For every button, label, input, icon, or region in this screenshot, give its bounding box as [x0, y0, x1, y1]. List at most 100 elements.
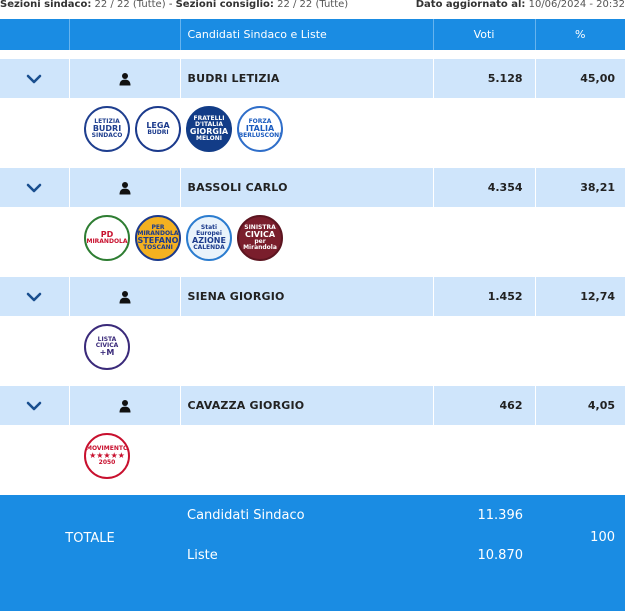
expand-toggle[interactable]	[0, 59, 70, 98]
user-icon	[118, 399, 132, 412]
candidate-icon-cell	[69, 168, 181, 207]
total-label: TOTALE	[0, 495, 180, 611]
header-expand	[0, 19, 70, 50]
header-votes: Voti	[433, 19, 536, 50]
logo-line: GIORGIA	[189, 126, 229, 136]
logo-line: SINISTRA	[244, 223, 276, 231]
party-logos: LISTA CIVICA +M	[0, 323, 625, 370]
candidate-votes: 4.354	[433, 168, 536, 207]
chevron-down-icon[interactable]	[26, 181, 42, 194]
total-sindaco-votes: 11.396	[477, 508, 524, 523]
total-liste-votes: 10.870	[477, 548, 524, 563]
candidate-icon-cell	[69, 386, 181, 425]
logo-line: 2050	[98, 458, 116, 466]
updated-value: 10/06/2024 - 20:32	[528, 0, 625, 10]
sezioni-consiglio-label: Sezioni consiglio:	[175, 0, 274, 10]
logo-line: FRATELLI D'ITALIA	[193, 114, 225, 128]
lists-row: PD MIRANDOLA PER MIRANDOLA STEFANO TOSCANI St…	[0, 207, 625, 268]
logo-line: LETIZIA	[94, 117, 120, 125]
logo-line: MELONI	[195, 134, 223, 142]
party-logo[interactable]: FRATELLI D'ITALIA GIORGIA MELONI	[186, 105, 232, 152]
total-sindaco-label: Candidati Sindaco	[187, 508, 305, 523]
expand-toggle[interactable]	[0, 168, 70, 207]
header-icon	[69, 19, 181, 50]
logo-line: STEFANO	[137, 235, 179, 245]
candidate-name: CAVAZZA GIORGIO	[180, 386, 434, 425]
logo-line: BUDRI	[92, 123, 122, 133]
candidate-percent: 38,21	[535, 168, 625, 207]
logo-line: TOSCANI	[143, 243, 173, 251]
logo-line: ITALIA	[245, 123, 275, 133]
logo-line: AZIONE	[192, 235, 226, 245]
lists-row: LETIZIA BUDRI SINDACO LEGA BUDRI FRATELLI D'I…	[0, 98, 625, 159]
candidate-name: BASSOLI CARLO	[180, 168, 434, 207]
total-labels: Candidati Sindaco Liste	[180, 495, 433, 611]
party-logo[interactable]: LETIZIA BUDRI SINDACO	[84, 105, 130, 152]
logo-line: BUDRI	[147, 128, 169, 136]
updated-label: Dato aggiornato al:	[415, 0, 526, 10]
logo-line: ★★★★★	[89, 450, 125, 460]
sezioni-sindaco-value: 22 / 22 (Tutte)	[94, 0, 166, 10]
logo-line: +M	[99, 347, 115, 357]
candidate-votes: 5.128	[433, 59, 536, 98]
user-icon	[118, 72, 132, 85]
candidate-row[interactable]: BUDRI LETIZIA 5.128 45,00	[0, 59, 625, 98]
party-logos: MOVIMENTO ★★★★★ 2050	[0, 432, 625, 479]
logo-line: FORZA	[248, 117, 272, 125]
logo-line: Stati Europei	[196, 223, 222, 237]
party-logo[interactable]: SINISTRA CIVICA per Mirandola	[237, 214, 283, 261]
header-candidates: Candidati Sindaco e Liste	[180, 19, 434, 50]
logo-line: LEGA	[146, 120, 170, 130]
party-logos: PD MIRANDOLA PER MIRANDOLA STEFANO TOSCANI St…	[0, 214, 625, 261]
chevron-down-icon[interactable]	[26, 290, 42, 303]
results-table: Candidati Sindaco e Liste Voti % BUDRI L…	[0, 19, 625, 611]
party-logo[interactable]: PD MIRANDOLA	[84, 214, 130, 261]
party-logos: LETIZIA BUDRI SINDACO LEGA BUDRI FRATELLI D'I…	[0, 105, 625, 152]
candidate-votes: 462	[433, 386, 536, 425]
candidate-percent: 12,74	[535, 277, 625, 316]
logo-line: PD	[100, 229, 114, 239]
party-logo[interactable]: LISTA CIVICA +M	[84, 323, 130, 370]
lists-row: MOVIMENTO ★★★★★ 2050	[0, 425, 625, 486]
expand-toggle[interactable]	[0, 386, 70, 425]
party-logo[interactable]: PER MIRANDOLA STEFANO TOSCANI	[135, 214, 181, 261]
updated-info: Dato aggiornato al: 10/06/2024 - 20:32	[416, 0, 625, 11]
candidate-percent: 45,00	[535, 59, 625, 98]
party-logo[interactable]: Stati Europei AZIONE CALENDA	[186, 214, 232, 261]
total-liste-label: Liste	[187, 548, 218, 563]
user-icon	[118, 181, 132, 194]
lists-row: LISTA CIVICA +M	[0, 316, 625, 377]
logo-line: CIVICA	[244, 229, 276, 239]
candidate-name: SIENA GIORGIO	[180, 277, 434, 316]
candidate-percent: 4,05	[535, 386, 625, 425]
user-icon	[118, 290, 132, 303]
candidate-row[interactable]: BASSOLI CARLO 4.354 38,21	[0, 168, 625, 207]
candidate-icon-cell	[69, 277, 181, 316]
party-logo[interactable]: LEGA BUDRI	[135, 105, 181, 152]
expand-toggle[interactable]	[0, 277, 70, 316]
candidate-row[interactable]: CAVAZZA GIORGIO 462 4,05	[0, 386, 625, 425]
logo-line: MIRANDOLA	[86, 237, 128, 245]
separator: -	[168, 0, 173, 10]
sections-info: Sezioni sindaco: 22 / 22 (Tutte) - Sezio…	[0, 0, 348, 11]
logo-line: per Mirandola	[243, 237, 277, 251]
candidate-row[interactable]: SIENA GIORGIO 1.452 12,74	[0, 277, 625, 316]
chevron-down-icon[interactable]	[26, 72, 42, 85]
total-row: TOTALE Candidati Sindaco Liste 11.396 10.870…	[0, 495, 625, 611]
status-bar: Sezioni sindaco: 22 / 22 (Tutte) - Sezio…	[0, 0, 625, 13]
party-logo[interactable]: MOVIMENTO ★★★★★ 2050	[84, 432, 130, 479]
logo-line: MOVIMENTO	[85, 444, 129, 452]
candidate-icon-cell	[69, 59, 181, 98]
sezioni-consiglio-value: 22 / 22 (Tutte)	[277, 0, 349, 10]
header-percent: %	[535, 19, 625, 50]
total-votes: 11.396 10.870	[433, 495, 535, 611]
sezioni-sindaco-label: Sezioni sindaco:	[0, 0, 92, 10]
logo-line: BERLUSCONI	[238, 131, 282, 139]
logo-line: LISTA CIVICA	[95, 335, 119, 349]
logo-line: PER MIRANDOLA	[137, 223, 179, 237]
party-logo[interactable]: FORZA ITALIA BERLUSCONI	[237, 105, 283, 152]
table-header: Candidati Sindaco e Liste Voti %	[0, 19, 625, 50]
candidate-votes: 1.452	[433, 277, 536, 316]
candidate-name: BUDRI LETIZIA	[180, 59, 434, 98]
chevron-down-icon[interactable]	[26, 399, 42, 412]
